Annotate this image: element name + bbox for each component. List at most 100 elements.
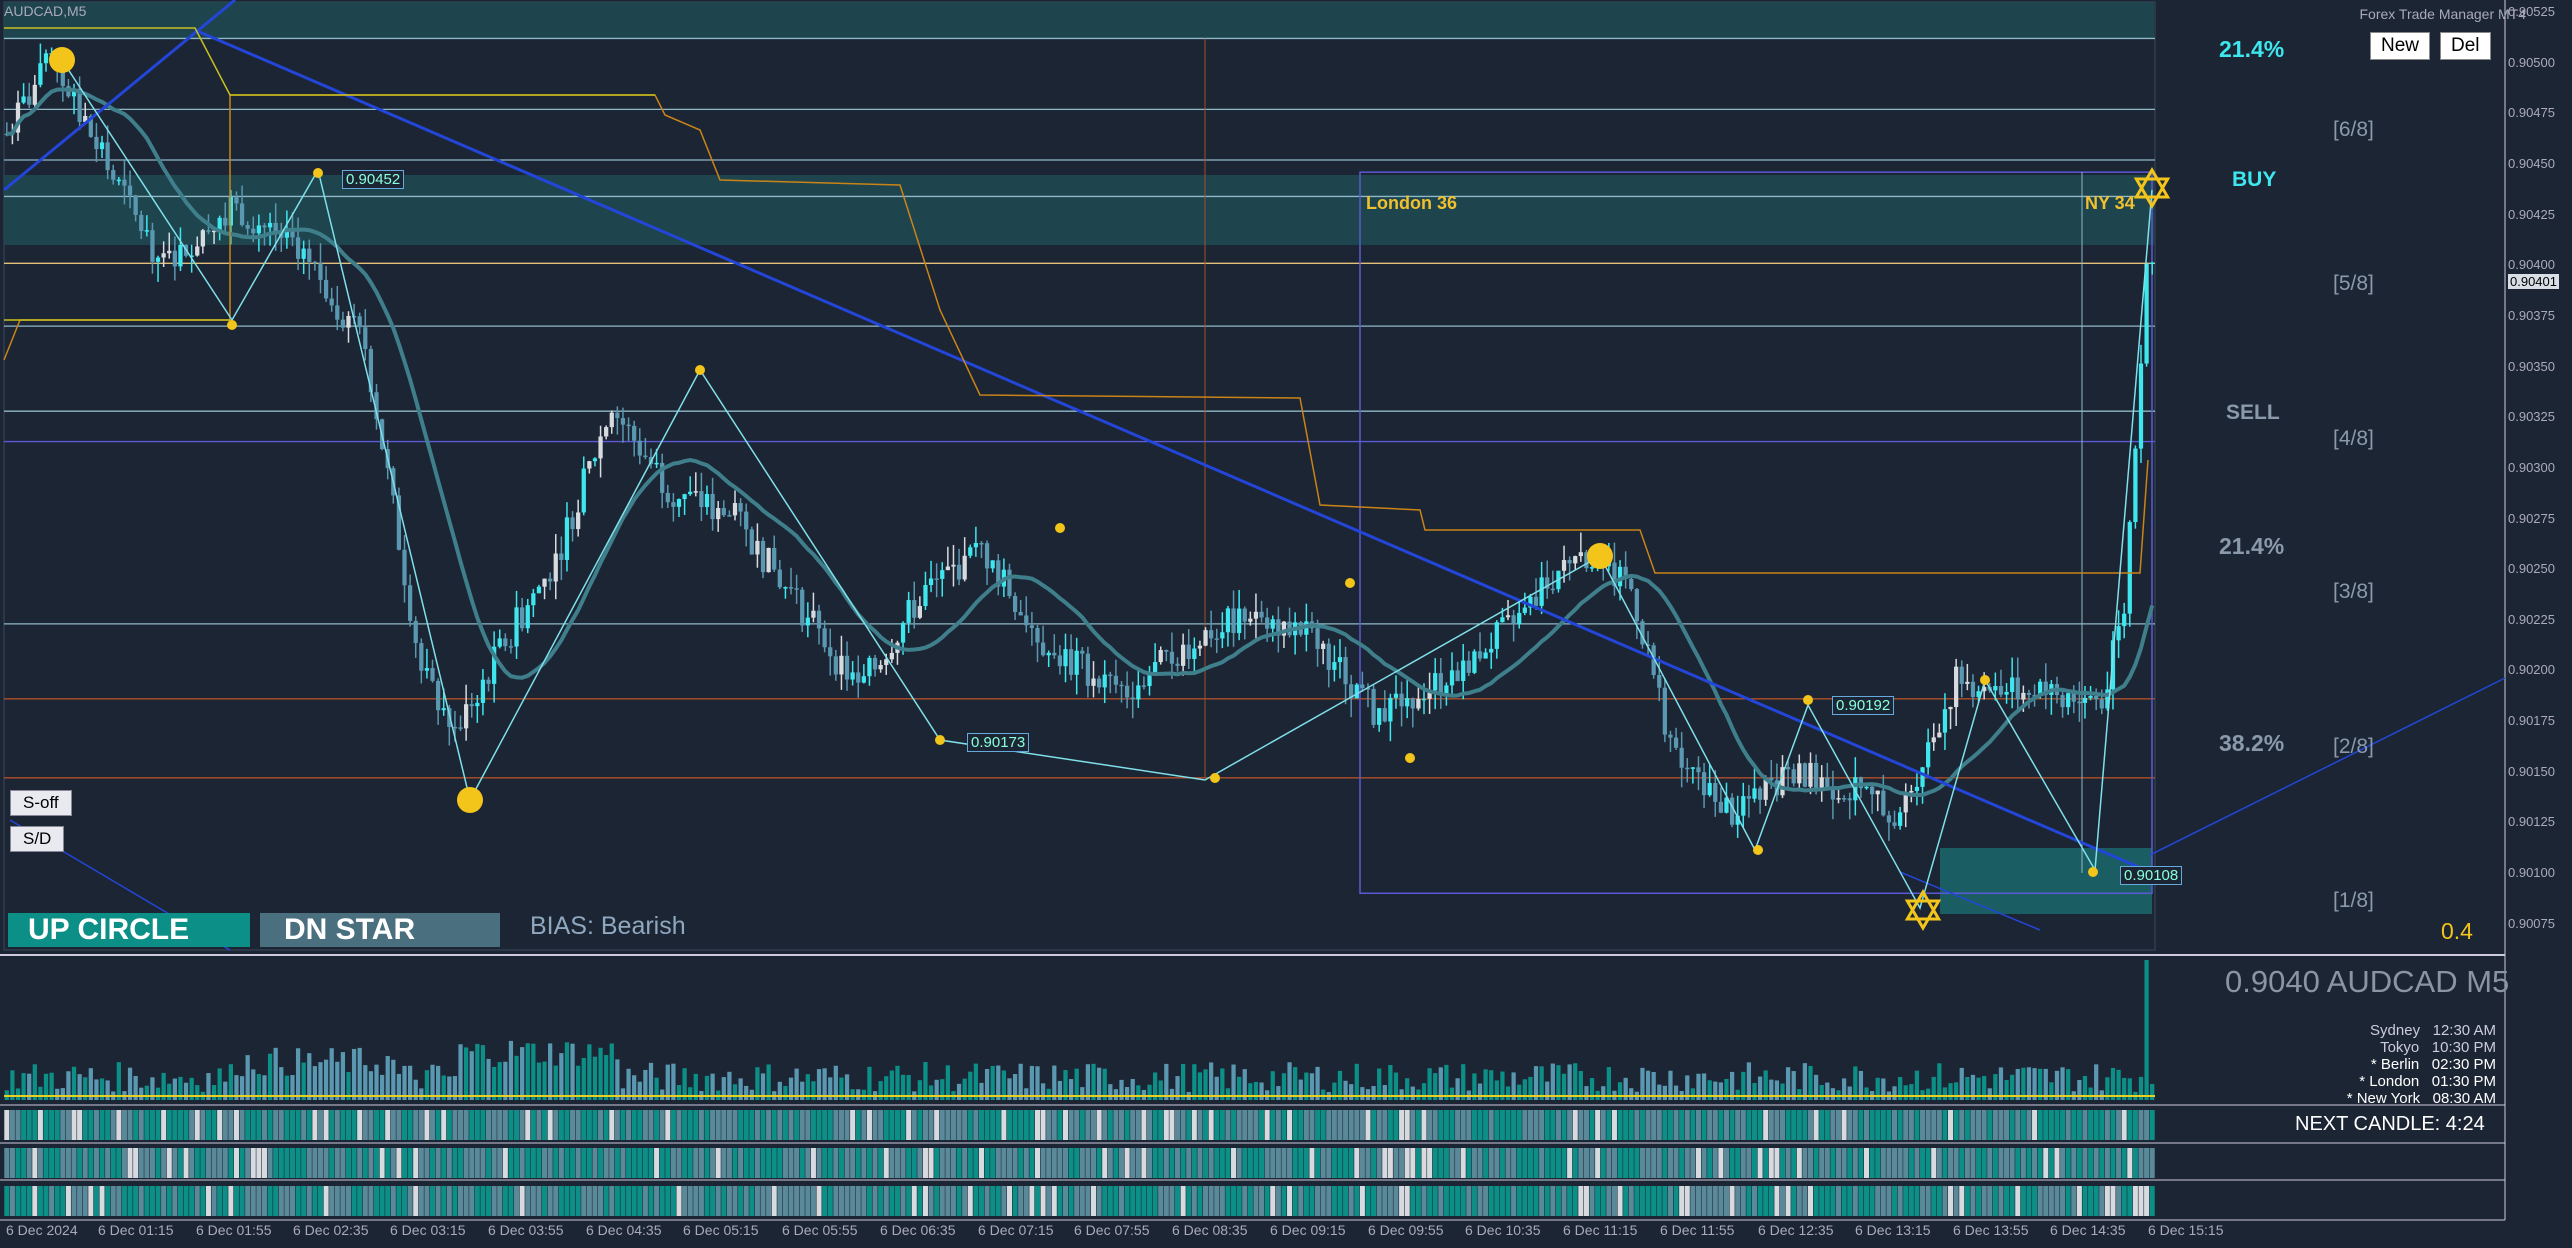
strength-cell bbox=[480, 1110, 486, 1140]
strength-cell bbox=[340, 1186, 346, 1216]
volume-bar bbox=[1780, 1083, 1785, 1100]
s-d-button[interactable]: S/D bbox=[10, 826, 65, 852]
strength-cell bbox=[1751, 1186, 1758, 1216]
candle-body bbox=[609, 412, 614, 428]
strength-cell bbox=[547, 1186, 553, 1216]
time-tick-label: 6 Dec 07:15 bbox=[978, 1222, 1054, 1238]
volume-bar bbox=[2105, 1077, 2110, 1100]
strength-cell bbox=[1948, 1186, 1954, 1216]
volume-bar bbox=[1735, 1089, 1740, 1100]
candle-body bbox=[514, 607, 519, 647]
candle-body bbox=[1477, 651, 1483, 659]
fib-level-5-8: [5/8] bbox=[2333, 272, 2374, 295]
strength-cell bbox=[245, 1148, 251, 1178]
strength-cell bbox=[1175, 1110, 1181, 1140]
volume-bar bbox=[867, 1066, 872, 1100]
strength-cell bbox=[1623, 1186, 1629, 1216]
strength-cell bbox=[116, 1186, 122, 1216]
volume-bar bbox=[839, 1077, 844, 1100]
strength-cell bbox=[530, 1110, 536, 1140]
strength-cell bbox=[1645, 1110, 1651, 1140]
new-button[interactable]: New bbox=[2370, 32, 2431, 60]
volume-bar bbox=[273, 1047, 278, 1100]
del-button[interactable]: Del bbox=[2440, 32, 2491, 60]
volume-bar bbox=[850, 1089, 855, 1100]
strength-cell bbox=[183, 1110, 189, 1140]
strength-cell bbox=[1785, 1186, 1791, 1216]
strength-cell bbox=[1600, 1148, 1606, 1178]
candle-body bbox=[363, 327, 368, 350]
strength-cell bbox=[945, 1186, 951, 1216]
strength-cell bbox=[93, 1186, 99, 1216]
strength-cell bbox=[1018, 1110, 1024, 1140]
volume-bar bbox=[1024, 1088, 1029, 1100]
volume-bar bbox=[637, 1081, 642, 1100]
strength-cell bbox=[1281, 1148, 1287, 1178]
volume-bar bbox=[738, 1078, 743, 1100]
strength-cell bbox=[1141, 1110, 1147, 1140]
candle-body bbox=[2122, 613, 2127, 627]
strength-cell bbox=[1219, 1186, 1225, 1216]
strength-cell bbox=[1191, 1148, 1197, 1178]
strength-cell bbox=[1796, 1148, 1802, 1178]
strength-cell bbox=[771, 1186, 777, 1216]
candle-body bbox=[643, 455, 648, 458]
strength-cell bbox=[558, 1186, 564, 1216]
volume-bar bbox=[1567, 1064, 1572, 1100]
volume-bar bbox=[1360, 1087, 1365, 1100]
volume-bar bbox=[1746, 1062, 1752, 1100]
swing-dot-marker bbox=[1980, 675, 1990, 685]
strength-cell bbox=[592, 1186, 598, 1216]
strength-cell bbox=[1303, 1186, 1309, 1216]
volume-bar bbox=[1124, 1087, 1130, 1100]
candle-body bbox=[43, 53, 49, 64]
candle-body bbox=[1645, 644, 1651, 646]
volume-bar bbox=[693, 1073, 698, 1100]
strength-cell bbox=[861, 1110, 867, 1140]
strength-cell bbox=[766, 1110, 772, 1140]
strength-cell bbox=[1886, 1148, 1892, 1178]
strength-cell bbox=[1740, 1148, 1746, 1178]
strength-cell bbox=[1438, 1110, 1444, 1140]
strength-cell bbox=[1550, 1110, 1556, 1140]
strength-cell bbox=[1886, 1186, 1892, 1216]
strength-cell bbox=[351, 1148, 357, 1178]
volume-bar bbox=[744, 1085, 749, 1100]
strength-cell bbox=[474, 1186, 480, 1216]
strength-cell bbox=[1371, 1186, 1377, 1216]
volume-bar bbox=[1147, 1084, 1152, 1100]
candle-body bbox=[693, 491, 698, 493]
candle-body bbox=[172, 250, 177, 267]
volume-bar bbox=[1533, 1066, 1539, 1100]
strength-cell bbox=[1371, 1148, 1377, 1178]
strength-cell bbox=[99, 1148, 105, 1178]
strength-cell bbox=[396, 1186, 402, 1216]
strength-cell bbox=[956, 1110, 962, 1140]
strength-cell bbox=[278, 1186, 284, 1216]
candle-body bbox=[77, 88, 82, 122]
candle-body bbox=[1954, 666, 1959, 708]
strength-cell bbox=[217, 1110, 223, 1140]
strength-cell bbox=[1920, 1110, 1926, 1140]
volume-bar bbox=[1085, 1064, 1091, 1100]
candle-body bbox=[1976, 691, 1981, 698]
strength-cell bbox=[698, 1110, 704, 1140]
strength-cell bbox=[2054, 1148, 2060, 1178]
strength-cell bbox=[273, 1110, 279, 1140]
volume-bar bbox=[1276, 1086, 1281, 1100]
strength-cell bbox=[469, 1148, 475, 1178]
strength-cell bbox=[1236, 1186, 1242, 1216]
strength-cell bbox=[1292, 1148, 1298, 1178]
strength-cell bbox=[1427, 1110, 1433, 1140]
s-off-button[interactable]: S-off bbox=[10, 790, 72, 816]
strength-cell bbox=[1303, 1148, 1309, 1178]
volume-bar bbox=[480, 1045, 486, 1100]
volume-bar bbox=[256, 1074, 261, 1100]
strength-cell bbox=[1892, 1186, 1898, 1216]
strength-cell bbox=[273, 1148, 279, 1178]
strength-cell bbox=[1606, 1110, 1612, 1140]
volume-bar bbox=[1074, 1068, 1079, 1100]
timezone-row: * New York 08:30 AM bbox=[2346, 1090, 2496, 1107]
strength-cell bbox=[1068, 1148, 1074, 1178]
